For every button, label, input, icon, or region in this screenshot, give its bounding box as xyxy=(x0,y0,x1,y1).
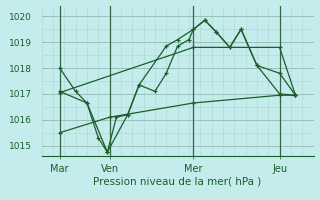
X-axis label: Pression niveau de la mer( hPa ): Pression niveau de la mer( hPa ) xyxy=(93,176,262,186)
